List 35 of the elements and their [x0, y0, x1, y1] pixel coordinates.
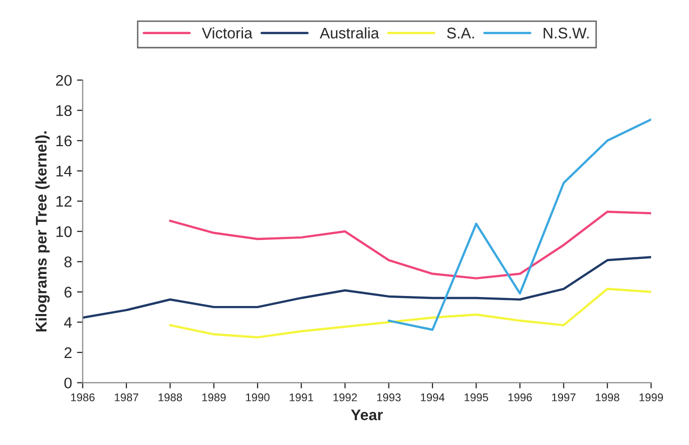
- legend-label: Victoria: [202, 27, 252, 38]
- x-tick-label: 1999: [640, 393, 663, 402]
- x-tick-label: 1991: [290, 393, 314, 402]
- legend-label: S.A.: [447, 28, 474, 38]
- x-tick-label: 1993: [377, 393, 401, 402]
- x-tick-label: 1997: [552, 393, 576, 402]
- y-tick-label: 12: [56, 196, 72, 207]
- x-axis-title: Year: [351, 410, 383, 420]
- x-tick-label: 1989: [202, 393, 226, 402]
- x-tick-label: 1988: [158, 393, 182, 402]
- y-tick-label: 0: [64, 378, 72, 388]
- x-tick-label: 1994: [420, 393, 445, 402]
- line-series: [169, 210, 652, 280]
- y-tick-label: 6: [64, 286, 72, 298]
- y-tick-label: 10: [56, 226, 72, 238]
- line-series: [169, 288, 652, 338]
- x-tick-label: 1996: [508, 393, 532, 402]
- x-tick-label: 1998: [596, 393, 620, 402]
- legend-label: Australia: [320, 27, 380, 38]
- y-axis-title: Kilograms per Tree (kernel).: [35, 131, 50, 332]
- y-tick-label: 20: [56, 74, 72, 86]
- x-tick-label: 1986: [71, 393, 95, 402]
- y-tick-label: 14: [56, 166, 72, 176]
- x-tick-label: 1995: [464, 393, 488, 402]
- y-tick-label: 16: [56, 135, 72, 146]
- x-tick-label: 1990: [246, 393, 270, 402]
- y-tick-label: 4: [64, 317, 72, 328]
- legend-label: N.S.W.: [544, 28, 589, 38]
- y-tick-label: 8: [64, 256, 72, 268]
- y-tick-label: 18: [56, 105, 72, 116]
- x-tick-label: 1987: [114, 393, 138, 402]
- line-series: [388, 118, 652, 331]
- line-series: [82, 256, 652, 319]
- x-tick-label: 1992: [334, 393, 357, 402]
- y-tick-label: 2: [64, 347, 72, 358]
